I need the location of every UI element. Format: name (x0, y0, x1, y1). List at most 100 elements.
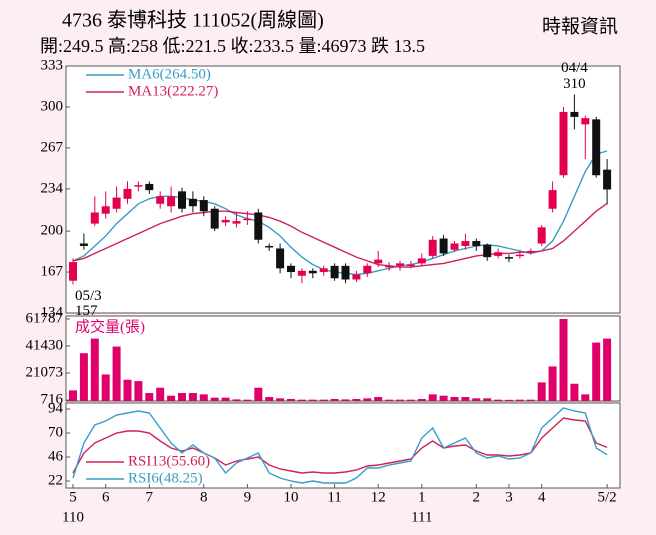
volume-bar (428, 394, 437, 401)
candle-body (330, 265, 339, 279)
legend-label: MA6(264.50) (128, 66, 211, 82)
volume-bar (483, 398, 492, 401)
volume-bar (537, 382, 546, 401)
candle-body (287, 265, 295, 273)
volume-bar (297, 399, 306, 401)
x-tick-label: 10 (284, 489, 299, 505)
y-tick-label: 94 (48, 400, 64, 416)
x-tick-label: 12 (371, 489, 386, 505)
legend-label: RSI13(55.60) (128, 453, 210, 469)
volume-bar (232, 399, 241, 401)
y-tick-label: 167 (41, 263, 64, 279)
volume-bar (308, 399, 317, 401)
candle-body (265, 245, 274, 248)
candle-body (319, 268, 328, 273)
candle-body (406, 264, 415, 267)
volume-bar (385, 399, 394, 401)
volume-bar (330, 399, 339, 401)
candle-body (385, 265, 394, 268)
x-year-label: 111 (411, 509, 432, 525)
volume-bar (156, 387, 165, 401)
volume-bar (276, 398, 285, 401)
volume-bar (221, 397, 230, 401)
candle-body (112, 197, 121, 209)
volume-bar (123, 379, 132, 401)
y-tick-label: 300 (41, 98, 64, 114)
volume-bar (167, 395, 176, 401)
candle-body (243, 218, 252, 221)
y-tick-label: 21073 (26, 364, 64, 380)
volume-bar (548, 366, 557, 401)
volume-label: 成交量(張) (75, 317, 145, 335)
volume-bar (450, 397, 459, 401)
volume-bar (581, 394, 590, 401)
y-tick-label: 333 (41, 57, 64, 73)
candle-body (581, 118, 590, 125)
y-tick-label: 61787 (26, 310, 64, 326)
y-tick-label: 716 (41, 391, 64, 407)
candle-body (570, 111, 579, 117)
volume-bar (134, 381, 143, 401)
y-tick-label: 41430 (26, 337, 64, 353)
chart-title: 4736 泰博科技 111052(周線圖) (62, 9, 324, 32)
candle-body (428, 239, 437, 256)
annotation-value: 157 (75, 303, 98, 319)
candle-body (254, 212, 263, 240)
candle-body (101, 206, 110, 214)
annotation-date: 05/3 (75, 288, 102, 304)
volume-bar (526, 399, 535, 401)
x-tick-label: 2 (473, 489, 481, 505)
volume-bar (243, 399, 252, 401)
volume-bar (494, 399, 503, 401)
candle-body (417, 258, 426, 264)
candle-body (559, 111, 568, 176)
volume-bar (505, 399, 513, 401)
candle-body (145, 183, 154, 191)
legend-label: MA13(222.27) (128, 83, 218, 99)
y-tick-label: 134 (41, 304, 64, 320)
x-tick-label: 5/2 (598, 489, 617, 505)
candle-body (515, 254, 524, 257)
candle-body (178, 191, 186, 209)
y-tick-label: 200 (41, 223, 64, 239)
volume-bar (178, 393, 186, 401)
annotation-value: 310 (563, 76, 586, 92)
candle-body (134, 185, 143, 187)
candle-body (537, 227, 546, 244)
y-tick-label: 22 (48, 472, 63, 488)
y-tick-label: 234 (41, 180, 64, 196)
candle-body (79, 243, 88, 246)
volume-bar (363, 398, 372, 401)
x-tick-label: 6 (102, 489, 110, 505)
volume-bar (592, 342, 601, 401)
volume-bar (112, 346, 121, 401)
candle-body (123, 188, 132, 199)
volume-bar (570, 383, 579, 401)
legend-label: RSI6(48.25) (128, 470, 203, 486)
subtitle: 開:249.5 高:258 低:221.5 收:233.5 量:46973 跌 … (40, 36, 425, 56)
candle-body (221, 219, 230, 223)
volume-bar (396, 399, 404, 401)
candle-body (374, 259, 383, 264)
x-tick-label: 8 (200, 489, 208, 505)
volume-bar (603, 338, 612, 401)
annotation-date: 04/4 (561, 60, 588, 76)
candle-body (69, 262, 77, 281)
candle-body (461, 241, 470, 246)
x-tick-label: 11 (327, 489, 341, 505)
x-tick-label: 3 (505, 489, 513, 505)
volume-bar (188, 393, 197, 401)
candle-body (396, 263, 404, 266)
volume-bar (101, 374, 110, 401)
candle-body (341, 265, 350, 280)
volume-bar (515, 399, 524, 401)
y-tick-label: 46 (48, 448, 64, 464)
x-tick-label: 9 (244, 489, 252, 505)
x-tick-label: 4 (538, 489, 546, 505)
x-tick-label: 1 (418, 489, 426, 505)
x-tick-label: 5 (69, 489, 77, 505)
candle-body (439, 238, 448, 254)
candle-body (156, 196, 165, 204)
candle-body (167, 196, 176, 207)
